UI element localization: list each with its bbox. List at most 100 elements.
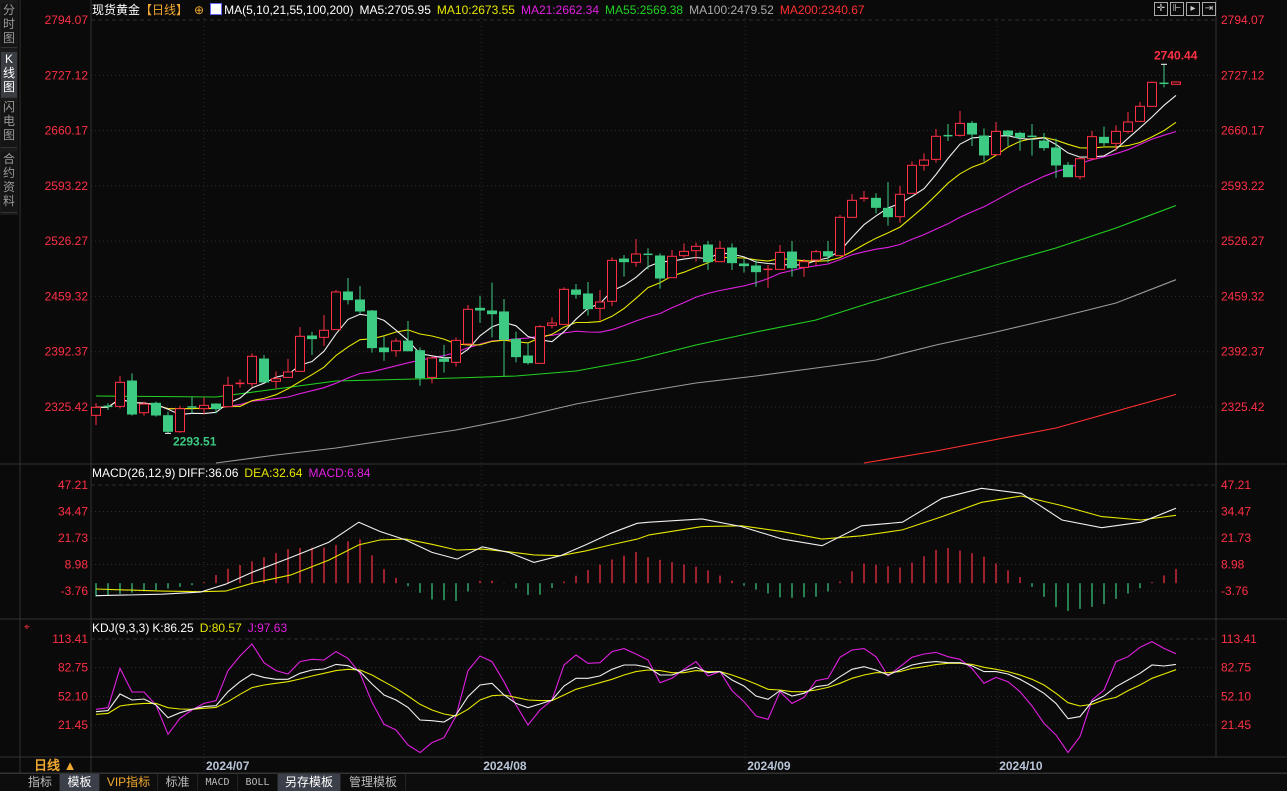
price-tick-left: 2593.22 bbox=[45, 179, 89, 193]
candle-body bbox=[439, 358, 449, 362]
candlestick bbox=[295, 326, 305, 372]
candle-body bbox=[715, 247, 725, 263]
candlestick bbox=[751, 260, 761, 287]
play-right-icon[interactable]: ▸ bbox=[1186, 2, 1200, 16]
kdj-tick-right: 52.10 bbox=[1221, 689, 1251, 703]
candlestick bbox=[1147, 81, 1157, 107]
sidebar-tab-label: K线图 bbox=[2, 52, 15, 94]
candlestick bbox=[1171, 81, 1181, 85]
candlestick bbox=[187, 396, 197, 414]
candle-body bbox=[1135, 105, 1145, 122]
candle-body bbox=[139, 403, 149, 414]
price-tick-right: 2794.07 bbox=[1221, 13, 1265, 27]
macd-legend: MACD(26,12,9) DIFF:36.06 DEA:32.64 MACD:6.8… bbox=[92, 466, 376, 480]
candlestick bbox=[415, 347, 425, 386]
ma100-value: MA100:2479.52 bbox=[689, 3, 774, 17]
candle-body bbox=[799, 261, 809, 268]
tab-standard[interactable]: 标准 bbox=[158, 774, 198, 791]
candlestick bbox=[931, 128, 941, 163]
sidebar-tab-flash[interactable]: 闪电图 bbox=[1, 100, 17, 148]
candle-body bbox=[283, 371, 293, 378]
candle-body bbox=[475, 307, 485, 311]
candlestick bbox=[895, 186, 905, 223]
candlestick bbox=[235, 379, 245, 388]
price-tick-left: 2794.07 bbox=[45, 13, 89, 27]
candlestick bbox=[523, 342, 533, 365]
candlestick bbox=[139, 401, 149, 416]
candlestick bbox=[715, 241, 725, 263]
kdj-tick-right: 82.75 bbox=[1221, 661, 1251, 675]
candle-body bbox=[967, 122, 977, 135]
sidebar-tab-contract-info[interactable]: 合约资料 bbox=[1, 152, 17, 213]
macd-tick-left: 47.21 bbox=[58, 478, 88, 492]
candle-body bbox=[787, 251, 797, 269]
move-right-icon[interactable]: ⇥ bbox=[1202, 2, 1216, 16]
crosshair-toggle-icon[interactable]: ⊕ bbox=[194, 3, 205, 17]
sidebar-tab-timeshare[interactable]: 分时图 bbox=[1, 3, 17, 48]
candlestick bbox=[499, 299, 509, 377]
candlestick bbox=[727, 243, 737, 271]
kdj-j-line bbox=[95, 640, 1177, 754]
candlestick bbox=[271, 371, 281, 389]
ma200-value: MA200:2340.67 bbox=[779, 3, 865, 17]
candle-body bbox=[391, 340, 401, 352]
candle-body bbox=[619, 258, 629, 263]
macd-tick-right: -3.76 bbox=[1221, 584, 1249, 598]
ma-indicator-icon[interactable] bbox=[210, 3, 223, 15]
candle-body bbox=[739, 263, 749, 267]
candlestick bbox=[787, 241, 797, 277]
candle-body bbox=[955, 122, 965, 136]
tab-indicators[interactable]: 指标 bbox=[21, 774, 60, 791]
tab-macd[interactable]: MACD bbox=[198, 774, 238, 791]
macd-tick-right: 8.98 bbox=[1221, 558, 1245, 572]
candle-body bbox=[355, 299, 365, 312]
date-axis-label: 2024/07 bbox=[206, 759, 250, 773]
candlestick bbox=[655, 253, 665, 289]
candlestick bbox=[547, 317, 557, 329]
candle-body bbox=[595, 301, 605, 309]
period-selector[interactable]: 日线 ▲ bbox=[34, 758, 77, 773]
candlestick bbox=[355, 286, 365, 314]
candlestick bbox=[343, 278, 353, 305]
macd-diff-value: DIFF:36.06 bbox=[178, 466, 239, 480]
crosshair-icon[interactable]: ✛ bbox=[1154, 2, 1168, 16]
candlestick bbox=[667, 250, 677, 279]
candle-body bbox=[259, 358, 269, 383]
candle-body bbox=[775, 251, 785, 270]
candle-body bbox=[823, 251, 833, 257]
tab-templates[interactable]: 模板 bbox=[60, 774, 100, 791]
tab-boll[interactable]: BOLL bbox=[238, 774, 278, 791]
candle-body bbox=[1099, 136, 1109, 144]
candlestick bbox=[919, 153, 929, 171]
candlestick bbox=[451, 337, 461, 367]
kdj-title: KDJ(9,3,3) bbox=[92, 621, 150, 635]
tab-vip-indicators[interactable]: VIP指标 bbox=[100, 774, 158, 791]
min-price-label: 2293.51 bbox=[173, 434, 217, 448]
candle-body bbox=[1015, 132, 1025, 138]
save-template-button[interactable]: 另存模板 bbox=[278, 774, 341, 791]
candle-body bbox=[835, 216, 845, 257]
ma10-line bbox=[95, 121, 1177, 410]
candle-body bbox=[1123, 121, 1133, 132]
price-tick-left: 2392.37 bbox=[45, 345, 89, 359]
candlestick bbox=[535, 325, 545, 364]
candlestick bbox=[439, 345, 449, 373]
candle-body bbox=[451, 339, 461, 363]
price-tick-left: 2660.17 bbox=[45, 124, 89, 138]
macd-dea-line bbox=[95, 495, 1177, 593]
main-legend: 现货黄金【日线】 ⊕ MA(5,10,21,55,100,200) MA5:2705.… bbox=[92, 3, 871, 17]
candle-body bbox=[199, 404, 209, 410]
candle-body bbox=[211, 403, 221, 410]
candlestick bbox=[1099, 126, 1109, 146]
ma21-value: MA21:2662.34 bbox=[520, 3, 600, 17]
macd-tick-left: 21.73 bbox=[58, 531, 88, 545]
price-tick-left: 2325.42 bbox=[45, 400, 89, 414]
price-tick-left: 2727.12 bbox=[45, 68, 89, 82]
manage-templates-button[interactable]: 管理模板 bbox=[341, 774, 406, 791]
candlestick bbox=[1027, 124, 1037, 156]
indicator-settings-icon[interactable]: ⌖ bbox=[24, 622, 30, 633]
sidebar-tab-kline[interactable]: K线图 bbox=[1, 52, 17, 98]
candle-body bbox=[1051, 147, 1061, 166]
zoom-left-icon[interactable]: ⊩ bbox=[1170, 2, 1184, 16]
